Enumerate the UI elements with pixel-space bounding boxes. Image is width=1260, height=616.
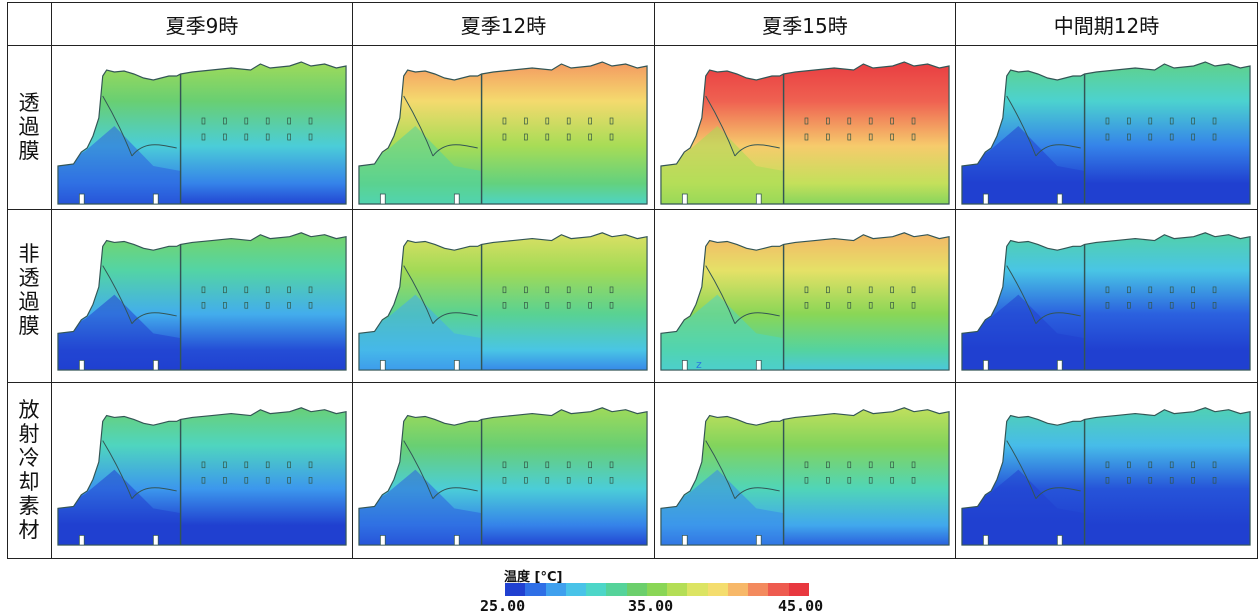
legend-color-swatch <box>545 583 566 596</box>
row-label-char: 透 <box>18 91 40 115</box>
contour-plot <box>659 402 951 547</box>
row-label-char: 過 <box>18 115 40 139</box>
column-header-summer-9: 夏季9時 <box>165 14 239 38</box>
grid-line <box>7 2 8 559</box>
contour-plot <box>56 402 348 547</box>
row-label-char: 膜 <box>18 314 40 338</box>
legend-color-swatch <box>565 583 587 596</box>
row-label-char: 膜 <box>18 139 40 163</box>
grid-line <box>51 2 52 559</box>
contour-plot <box>960 402 1252 547</box>
contour-plot <box>659 227 951 372</box>
contour-plot <box>960 227 1252 372</box>
column-header-summer-12: 夏季12時 <box>460 14 547 38</box>
legend-color-swatch <box>707 583 728 596</box>
row-label-char: 冷 <box>18 446 40 470</box>
column-header-mid-12: 中間期12時 <box>1053 14 1160 38</box>
row-label-char: 非 <box>18 242 40 266</box>
row-label-char: 素 <box>18 494 40 518</box>
axis-annotation: z <box>696 358 702 371</box>
row-label-char: 過 <box>18 290 40 314</box>
row-label-char: 放 <box>18 398 40 422</box>
legend-title: 温度 [°C] <box>504 570 563 585</box>
legend-color-swatch <box>667 583 688 596</box>
legend-color-swatch <box>727 583 749 596</box>
legend-max-label: 45.00 <box>778 597 824 615</box>
grid-line <box>1257 2 1258 559</box>
contour-plot <box>659 56 951 206</box>
legend-min-label: 25.00 <box>480 597 526 615</box>
grid-line <box>352 2 353 559</box>
grid-line <box>955 2 956 559</box>
row-label-char: 材 <box>18 518 40 542</box>
legend-color-swatch <box>768 583 789 596</box>
row-label-char: 却 <box>18 470 40 494</box>
contour-plot <box>357 56 649 206</box>
comparison-table: 夏季9時 夏季12時 夏季15時 中間期12時 透 過 膜 非 透 過 膜 放 … <box>7 2 1258 559</box>
grid-line <box>7 382 1258 383</box>
contour-plot <box>960 56 1252 206</box>
legend-color-swatch <box>748 583 769 596</box>
contour-plot <box>357 227 649 372</box>
row-label-radiative-cooling-material: 放 射 冷 却 素 材 <box>8 398 50 542</box>
row-label-char: 透 <box>18 266 40 290</box>
legend-color-swatch <box>586 583 607 596</box>
contour-plot <box>56 56 348 206</box>
legend-color-bar <box>505 583 809 596</box>
legend-mid-label: 35.00 <box>628 597 674 615</box>
legend-color-swatch <box>626 583 647 596</box>
row-label-char: 射 <box>18 422 40 446</box>
contour-plot <box>56 227 348 372</box>
grid-line <box>7 2 1258 3</box>
grid-line <box>7 209 1258 210</box>
temperature-legend: 温度 [°C] 25.00 35.00 45.00 <box>480 566 840 616</box>
grid-line <box>7 45 1258 46</box>
grid-line <box>654 2 655 559</box>
row-label-transparent-membrane: 透 過 膜 <box>8 91 50 163</box>
legend-color-swatch <box>788 583 809 596</box>
legend-color-swatch <box>646 583 668 596</box>
legend-color-swatch <box>525 583 546 596</box>
legend-color-swatch <box>505 583 526 596</box>
column-header-summer-15: 夏季15時 <box>762 14 848 38</box>
legend-color-swatch <box>687 583 708 596</box>
row-label-opaque-membrane: 非 透 過 膜 <box>8 242 50 338</box>
grid-line <box>7 558 1258 559</box>
legend-color-swatch <box>606 583 627 596</box>
contour-plot <box>357 402 649 547</box>
